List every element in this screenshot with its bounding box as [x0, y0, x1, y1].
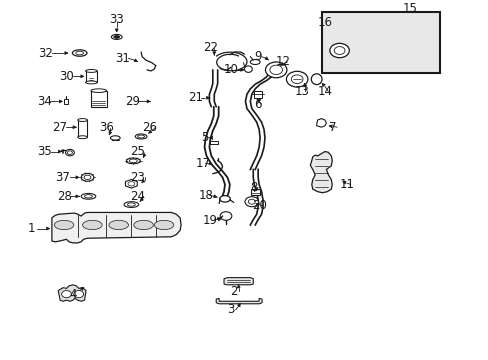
Ellipse shape: [134, 220, 153, 230]
Text: 5: 5: [201, 131, 208, 144]
Text: 6: 6: [254, 98, 262, 111]
Ellipse shape: [81, 193, 96, 199]
Ellipse shape: [219, 195, 230, 202]
Text: 22: 22: [203, 41, 218, 54]
Circle shape: [220, 212, 231, 220]
Ellipse shape: [78, 136, 87, 139]
Bar: [78, 120, 87, 137]
Text: 3: 3: [227, 303, 234, 316]
Bar: [321, 12, 439, 73]
Text: 2: 2: [229, 285, 237, 298]
Ellipse shape: [244, 66, 252, 72]
Text: 31: 31: [115, 52, 130, 65]
Ellipse shape: [110, 136, 120, 140]
Text: 19: 19: [203, 214, 218, 227]
Bar: [85, 71, 97, 82]
Ellipse shape: [311, 74, 322, 85]
Polygon shape: [316, 118, 326, 127]
Polygon shape: [125, 180, 137, 188]
Text: 14: 14: [317, 85, 332, 98]
Ellipse shape: [78, 118, 87, 121]
Ellipse shape: [126, 158, 140, 164]
Text: 35: 35: [37, 145, 52, 158]
Text: 15: 15: [402, 3, 417, 15]
Text: 24: 24: [129, 190, 144, 203]
Text: 18: 18: [199, 189, 213, 202]
Text: 26: 26: [142, 121, 157, 134]
Polygon shape: [58, 285, 86, 301]
Polygon shape: [310, 152, 331, 193]
Text: 12: 12: [275, 55, 290, 68]
Text: 10: 10: [223, 63, 238, 76]
Ellipse shape: [82, 220, 102, 230]
Ellipse shape: [135, 134, 147, 139]
Polygon shape: [216, 298, 262, 304]
Circle shape: [286, 71, 307, 87]
Polygon shape: [52, 212, 181, 243]
Ellipse shape: [114, 36, 120, 39]
Text: 34: 34: [37, 95, 52, 108]
Text: 7: 7: [329, 121, 336, 134]
Text: 37: 37: [56, 171, 70, 184]
Polygon shape: [224, 278, 253, 285]
Ellipse shape: [72, 50, 87, 56]
Text: 8: 8: [250, 181, 257, 194]
Circle shape: [74, 291, 83, 298]
Bar: [210, 141, 218, 144]
Text: 36: 36: [100, 121, 114, 134]
Text: 32: 32: [38, 46, 53, 59]
Text: 30: 30: [59, 70, 74, 83]
Text: 21: 21: [188, 91, 203, 104]
Text: 1: 1: [27, 222, 35, 235]
Bar: [64, 99, 68, 104]
Text: 23: 23: [129, 171, 144, 184]
Text: 20: 20: [251, 199, 266, 212]
Circle shape: [265, 62, 286, 78]
Text: 33: 33: [109, 13, 124, 26]
Ellipse shape: [154, 220, 173, 230]
Text: 25: 25: [129, 145, 144, 158]
Bar: [91, 91, 106, 107]
Ellipse shape: [111, 35, 122, 40]
Text: 16: 16: [317, 16, 332, 29]
Circle shape: [61, 291, 71, 298]
Ellipse shape: [91, 89, 106, 93]
Text: 29: 29: [124, 95, 140, 108]
Text: 11: 11: [339, 178, 354, 191]
Circle shape: [244, 197, 258, 207]
Circle shape: [329, 43, 348, 58]
Text: 27: 27: [52, 121, 66, 134]
Ellipse shape: [109, 220, 128, 230]
Bar: [251, 189, 260, 195]
Text: 13: 13: [294, 85, 309, 98]
Text: 17: 17: [195, 157, 210, 170]
Ellipse shape: [250, 59, 260, 64]
Ellipse shape: [85, 81, 97, 84]
Text: 28: 28: [57, 190, 71, 203]
Bar: [254, 91, 261, 98]
Ellipse shape: [65, 149, 74, 156]
Text: 4: 4: [69, 288, 77, 301]
Ellipse shape: [85, 69, 97, 72]
Ellipse shape: [124, 202, 139, 207]
Text: 9: 9: [254, 50, 262, 63]
Ellipse shape: [81, 174, 94, 181]
Ellipse shape: [54, 220, 74, 230]
